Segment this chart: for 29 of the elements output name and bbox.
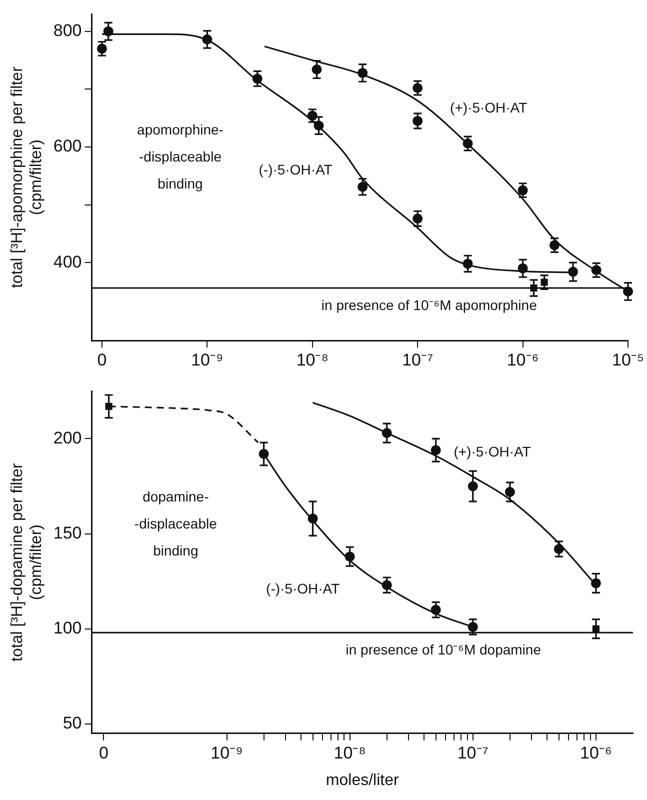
x-tick-label: 10⁻⁷ <box>457 743 488 762</box>
y-tick-label: 600 <box>53 136 82 156</box>
x-tick-label: 0 <box>98 743 108 762</box>
y-tick-label: 100 <box>53 618 82 638</box>
x-tick-label: 10⁻⁹ <box>210 743 243 762</box>
y-axis-title: total [³H]-dopamine per filter (cpm/filter) <box>9 462 46 662</box>
annotation: (-)·5·OH·AT <box>258 162 333 178</box>
x-tick-label: 10⁻⁵ <box>612 350 644 370</box>
annotation: apomorphine- -displaceable binding <box>137 122 224 192</box>
annotation: (+)·5·OH·AT <box>450 100 528 116</box>
x-tick-label: 0 <box>97 350 107 370</box>
x-tick-label: 10⁻⁸ <box>296 350 328 370</box>
annotation: (-)·5·OH·AT <box>266 580 340 597</box>
ref-line-label: in presence of 10⁻⁶M dopamine <box>346 642 542 658</box>
y-tick-label: 800 <box>53 21 82 40</box>
x-tick-label: 10⁻⁶ <box>506 350 539 370</box>
annotation: dopamine- -displaceable binding <box>134 488 218 559</box>
x-axis-title: moles/liter <box>326 772 400 789</box>
x-tick-label: 10⁻⁸ <box>334 743 366 762</box>
x-tick-label: 10⁻⁶ <box>580 743 612 762</box>
x-tick-label: 10⁻⁷ <box>402 350 434 370</box>
y-axis-title: total [³H]-apomorphine per filter (cpm/filter) <box>9 66 46 288</box>
ref-line-label: in presence of 10⁻⁶M apomorphine <box>321 296 538 313</box>
x-tick-label: 10⁻⁹ <box>191 350 224 370</box>
annotation: (+)·5·OH·AT <box>454 444 532 460</box>
y-tick-label: 150 <box>53 523 82 542</box>
y-tick-label: 50 <box>62 714 82 733</box>
y-tick-label: 400 <box>53 252 82 272</box>
y-tick-label: 200 <box>53 428 82 448</box>
